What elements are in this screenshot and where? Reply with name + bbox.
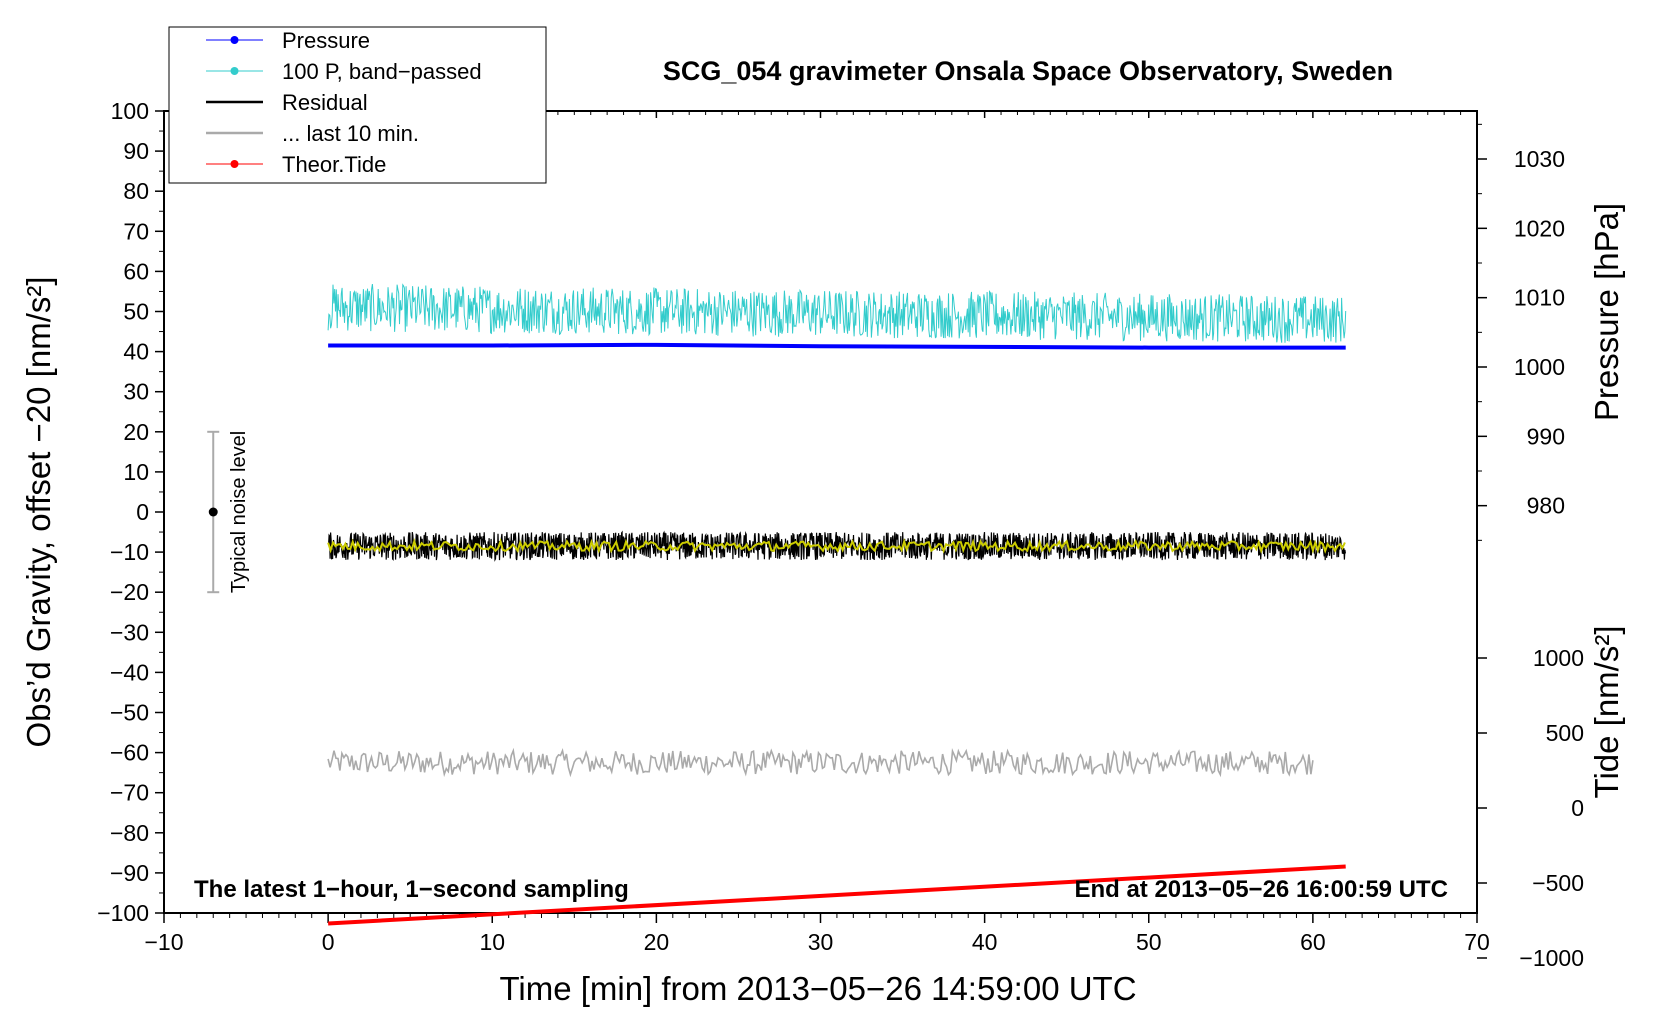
data-series [327, 283, 1347, 926]
x-tick-label: 0 [322, 929, 335, 955]
y-tick-label: 40 [123, 339, 149, 365]
y-axis-title-pressure: Pressure [hPa] [1588, 203, 1625, 421]
x-tick-label: 50 [1136, 929, 1162, 955]
y-tick-label: 0 [136, 499, 149, 525]
residual-smoothed-line [327, 537, 1346, 554]
tide-line [328, 864, 1346, 926]
pressure-line [328, 342, 1346, 350]
chart-title: SCG_054 gravimeter Onsala Space Observat… [663, 56, 1393, 86]
y-axis-title-left: Obs’d Gravity, offset −20 [nm/s²] [20, 276, 57, 747]
tide-tick-label: −500 [1532, 870, 1584, 896]
pressure-bandpassed-line [327, 283, 1347, 343]
x-tick-label: 60 [1300, 929, 1326, 955]
pressure-tick-label: 1010 [1514, 285, 1565, 311]
noise-indicator: Typical noise level [207, 430, 250, 594]
legend-marker [230, 67, 239, 75]
x-tick-labels: −10 0 10 20 30 40 50 60 70 [144, 929, 1489, 955]
legend-marker [230, 160, 239, 168]
y-tick-label: −90 [110, 860, 149, 886]
legend-label: 100 P, band−passed [282, 59, 482, 84]
y-tick-label: 70 [123, 218, 149, 244]
axis-ticks [155, 110, 1487, 959]
legend: Pressure 100 P, band−passed Residual ... la… [168, 26, 547, 184]
last-10-min-line [327, 747, 1314, 778]
y-tick-labels: 1009080706050403020100−10−20−30−40−50−60… [97, 98, 149, 926]
y-tick-label: 80 [123, 178, 149, 204]
legend-label: Pressure [282, 28, 370, 53]
x-axis-title: Time [min] from 2013−05−26 14:59:00 UTC [499, 970, 1136, 1007]
pressure-tick-label: 1020 [1514, 215, 1565, 241]
legend-label: Theor.Tide [282, 152, 386, 177]
x-tick-label: 10 [479, 929, 505, 955]
y-tick-label: 30 [123, 379, 149, 405]
y-tick-label: 50 [123, 299, 149, 325]
pressure-tick-label: 990 [1527, 423, 1565, 449]
legend-label: ... last 10 min. [282, 121, 419, 146]
end-time-note: End at 2013−05−26 16:00:59 UTC [1074, 876, 1448, 903]
y-tick-label: 100 [111, 98, 149, 124]
y-tick-label: −60 [110, 740, 149, 766]
y-tick-label: 10 [123, 459, 149, 485]
sampling-note: The latest 1−hour, 1−second sampling [194, 876, 629, 903]
x-tick-label: 20 [644, 929, 670, 955]
noise-label: Typical noise level [228, 431, 250, 593]
y-tick-label: −20 [110, 579, 149, 605]
pressure-tick-label: 1030 [1514, 146, 1565, 172]
plot-frame [163, 110, 1478, 914]
x-tick-label: −10 [144, 929, 183, 955]
y-tick-label: −80 [110, 820, 149, 846]
pressure-tick-label: 980 [1527, 493, 1565, 519]
legend-label: Residual [282, 90, 368, 115]
y-tick-label: −40 [110, 659, 149, 685]
tide-tick-label: 1000 [1533, 645, 1584, 671]
x-tick-label: 70 [1464, 929, 1490, 955]
tide-tick-label: −1000 [1519, 945, 1584, 971]
legend-marker [230, 36, 239, 44]
y-tick-label: 90 [123, 138, 149, 164]
pressure-tick-label: 1000 [1514, 354, 1565, 380]
y-tick-label: −70 [110, 780, 149, 806]
y-axis-title-tide: Tide [nm/s²] [1588, 626, 1625, 799]
tide-tick-label: 500 [1546, 720, 1584, 746]
y-tick-label: 20 [123, 419, 149, 445]
x-tick-label: 30 [808, 929, 834, 955]
y-tick-label: 60 [123, 258, 149, 284]
pressure-tick-labels: 1030 1020 1010 1000 990 980 [1514, 146, 1565, 519]
residual-line [327, 530, 1346, 562]
legend-box [168, 26, 547, 184]
tide-tick-label: 0 [1571, 795, 1584, 821]
y-tick-label: −50 [110, 700, 149, 726]
y-tick-label: −30 [110, 619, 149, 645]
x-tick-label: 40 [972, 929, 998, 955]
y-tick-label: −100 [97, 900, 149, 926]
y-tick-label: −10 [110, 539, 149, 565]
noise-center-dot [208, 507, 218, 517]
